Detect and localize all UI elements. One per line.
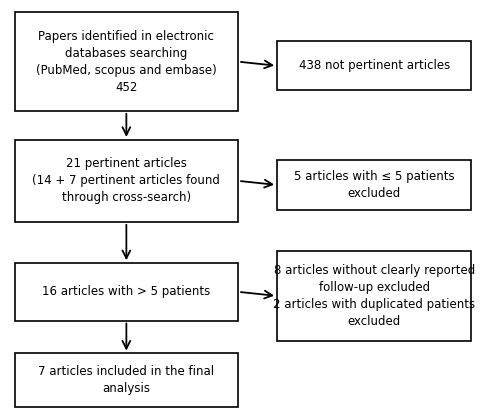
Text: 16 articles with > 5 patients: 16 articles with > 5 patients [42, 285, 210, 298]
Text: 7 articles included in the final
analysis: 7 articles included in the final analysi… [38, 365, 214, 395]
Bar [15, 353, 238, 407]
Bar [15, 12, 238, 111]
Text: 21 pertinent articles
(14 + 7 pertinent articles found
through cross-search): 21 pertinent articles (14 + 7 pertinent … [33, 157, 220, 204]
Text: 8 articles without clearly reported
follow-up excluded
2 articles with duplicate: 8 articles without clearly reported foll… [273, 264, 475, 328]
Text: 5 articles with ≤ 5 patients
excluded: 5 articles with ≤ 5 patients excluded [294, 170, 454, 200]
Bar [277, 251, 471, 341]
Bar [15, 140, 238, 222]
Bar [15, 263, 238, 321]
Text: Papers identified in electronic
databases searching
(PubMed, scopus and embase)
: Papers identified in electronic database… [36, 30, 217, 94]
Text: 438 not pertinent articles: 438 not pertinent articles [298, 59, 450, 72]
Bar [277, 41, 471, 90]
Bar [277, 160, 471, 210]
